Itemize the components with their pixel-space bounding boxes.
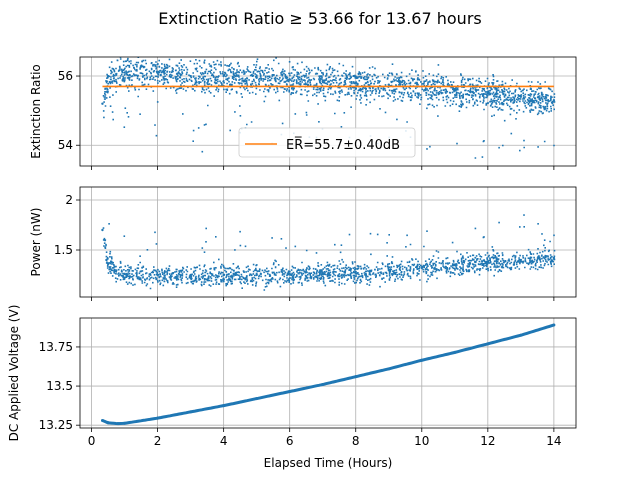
data-point (105, 258, 108, 262)
data-point (106, 74, 110, 78)
y-tick-label: 13.5 (46, 379, 73, 393)
plot-area (100, 323, 556, 426)
y-axis-label: DC Applied Voltage (V) (7, 305, 21, 442)
data-point (519, 258, 523, 262)
data-point (486, 260, 490, 264)
data-point (189, 74, 192, 78)
data-point (354, 270, 357, 274)
data-point (255, 273, 258, 277)
data-point (101, 228, 104, 232)
x-tick-label: 6 (286, 434, 294, 448)
panels: 54 56 Extinction Ratio ER̅=55.7±0.40dB 1.5 2 P… (7, 56, 577, 448)
data-point (288, 390, 292, 394)
data-point (420, 358, 424, 362)
data-point (321, 271, 324, 275)
data-point (453, 263, 457, 267)
data-point (156, 273, 159, 277)
x-tick-label: 8 (352, 434, 360, 448)
y-tick-label: 56 (58, 69, 73, 83)
data-point (123, 71, 126, 74)
data-point (156, 416, 160, 420)
y-tick-label: 2 (65, 193, 73, 207)
data-point (288, 78, 291, 81)
legend-box (238, 127, 416, 158)
y-axis-label: Extinction Ratio (29, 64, 43, 159)
x-tick-label: 10 (414, 434, 429, 448)
data-point (552, 256, 556, 260)
legend: ER̅=55.7±0.40dB (238, 127, 416, 158)
data-point (255, 76, 258, 79)
figure-title: Extinction Ratio ≥ 53.66 for 13.67 hours (158, 9, 481, 28)
data-point (354, 375, 358, 379)
data-point (519, 95, 523, 98)
data-point (101, 102, 104, 105)
data-point (116, 422, 120, 426)
x-tick-label: 2 (154, 434, 162, 448)
voltage-line (101, 323, 555, 426)
data-point (453, 350, 457, 354)
y-tick-label: 13.25 (39, 418, 73, 432)
data-point (453, 88, 457, 92)
data-point (222, 404, 226, 408)
data-point (189, 273, 192, 277)
data-point (106, 421, 110, 425)
panel-2: 1.5 2 Power (nW) (29, 186, 577, 301)
data-point (519, 333, 523, 337)
y-tick-label: 54 (58, 138, 73, 152)
data-point (222, 74, 225, 78)
y-tick-label: 1.5 (54, 243, 73, 257)
data-point (486, 342, 490, 346)
data-point (123, 421, 127, 425)
data-point (222, 273, 225, 277)
scatter-points (102, 214, 556, 291)
data-point (354, 81, 357, 85)
panel-1: 54 56 Extinction Ratio ER̅=55.7±0.40dB (29, 56, 577, 170)
data-point (486, 92, 490, 95)
data-point (288, 272, 291, 276)
x-tick-label: 0 (88, 434, 96, 448)
legend-label: ER̅=55.7±0.40dB (286, 137, 400, 153)
data-point (123, 272, 126, 276)
scatter-points (102, 57, 556, 159)
data-point (189, 410, 193, 414)
y-tick-label: 13.75 (39, 340, 73, 354)
data-point (420, 266, 423, 270)
data-point (552, 323, 556, 327)
data-point (321, 383, 325, 387)
axes-frame (79, 56, 577, 167)
x-tick-label: 14 (546, 434, 561, 448)
data-point (156, 71, 159, 74)
x-axis-label: Elapsed Time (Hours) (264, 456, 393, 470)
axes-frame (79, 186, 577, 298)
axes-frame (79, 317, 577, 429)
data-point (552, 99, 556, 102)
plot-area (101, 214, 556, 291)
data-point (387, 367, 391, 371)
data-point (113, 268, 116, 272)
data-point (387, 268, 390, 272)
panel-3: 0 2 4 6 8 10 12 14 13.25 13.5 13.75 DC Applied Volt… (7, 305, 577, 448)
plot-area (101, 57, 556, 159)
x-tick-label: 4 (220, 434, 228, 448)
data-point (255, 397, 259, 401)
data-point (321, 80, 324, 83)
y-axis-label: Power (nW) (29, 208, 43, 277)
data-point (387, 83, 390, 86)
x-tick-label: 12 (480, 434, 495, 448)
data-point (100, 418, 104, 422)
